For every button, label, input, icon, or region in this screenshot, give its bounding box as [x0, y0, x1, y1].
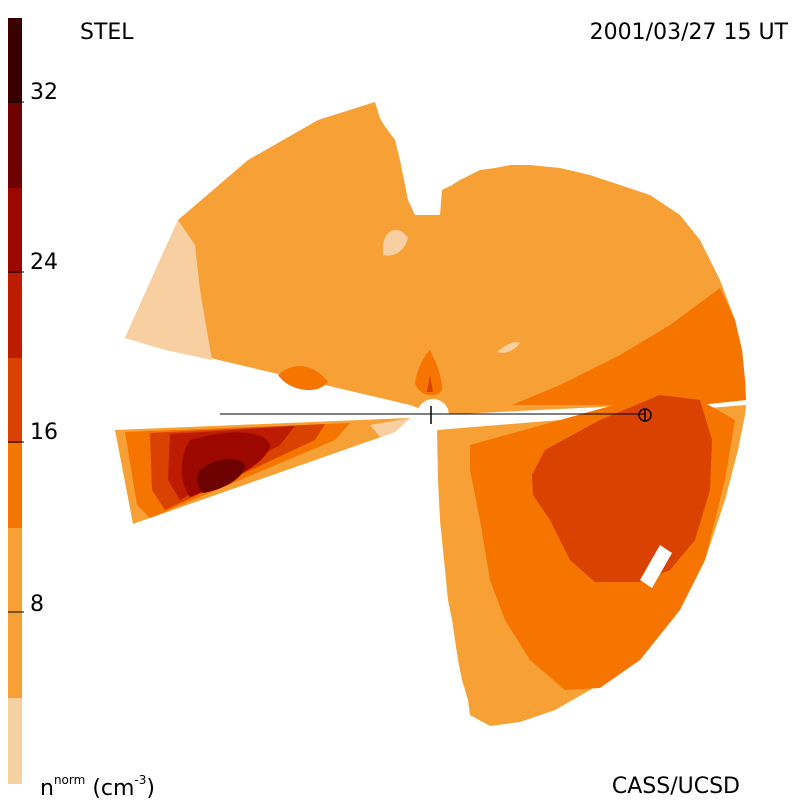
- instrument-label: STEL: [80, 20, 134, 45]
- contour-pale: [125, 220, 212, 360]
- colorbar-tick-label: 16: [30, 420, 58, 445]
- contour-red: [427, 375, 433, 392]
- colorbar-bin: [8, 18, 22, 103]
- colorbar-unit-label: nnorm (cm-3): [40, 774, 155, 800]
- unit-close: ): [146, 776, 155, 801]
- unit-superscript: norm: [53, 773, 86, 787]
- observer-overlay: [220, 399, 652, 431]
- unit-text: (cm: [92, 776, 135, 801]
- colorbar: [8, 18, 24, 784]
- contour-orange: [512, 288, 746, 405]
- credit-label: CASS/UCSD: [611, 774, 740, 799]
- colorbar-bin: [8, 443, 22, 528]
- contour-orange: [278, 366, 328, 391]
- unit-exponent: -3: [134, 773, 147, 787]
- colorbar-bin: [8, 528, 22, 698]
- sector-notch: [640, 545, 672, 588]
- contour-maroon: [197, 458, 245, 493]
- colorbar-tick-label: 24: [30, 250, 58, 275]
- colorbar-bin: [8, 698, 22, 784]
- colorbar-bin: [8, 188, 22, 273]
- colorbar-bin: [8, 103, 22, 188]
- unit-base: n: [40, 776, 54, 801]
- contour-orange: [415, 350, 442, 396]
- colorbar-tick-label: 32: [30, 80, 58, 105]
- timestamp: 2001/03/27 15 UT: [589, 20, 788, 45]
- sun-disk: [417, 399, 449, 431]
- contour-pale: [497, 342, 520, 353]
- contour-pale: [370, 418, 410, 437]
- contour-darkorange: [532, 395, 712, 582]
- colorbar-bin: [8, 273, 22, 358]
- colorbar-bin: [8, 358, 22, 443]
- colorbar-tick-label: 8: [30, 592, 44, 617]
- contour-pale: [383, 229, 408, 256]
- density-wedges: [115, 102, 746, 726]
- sector-top: [125, 102, 746, 415]
